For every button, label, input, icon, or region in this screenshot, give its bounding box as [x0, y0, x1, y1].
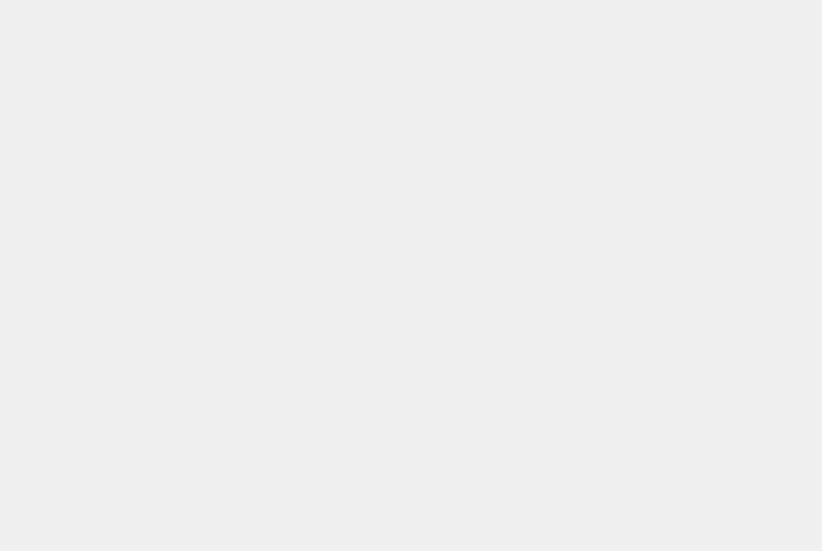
pxscan-scan-report: { "header": { "rows": [ {"label": "PxSca…: [0, 0, 822, 551]
scan-graphics: [0, 0, 822, 551]
